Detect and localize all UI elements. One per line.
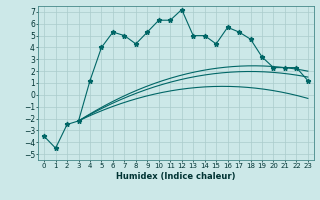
X-axis label: Humidex (Indice chaleur): Humidex (Indice chaleur) xyxy=(116,172,236,181)
